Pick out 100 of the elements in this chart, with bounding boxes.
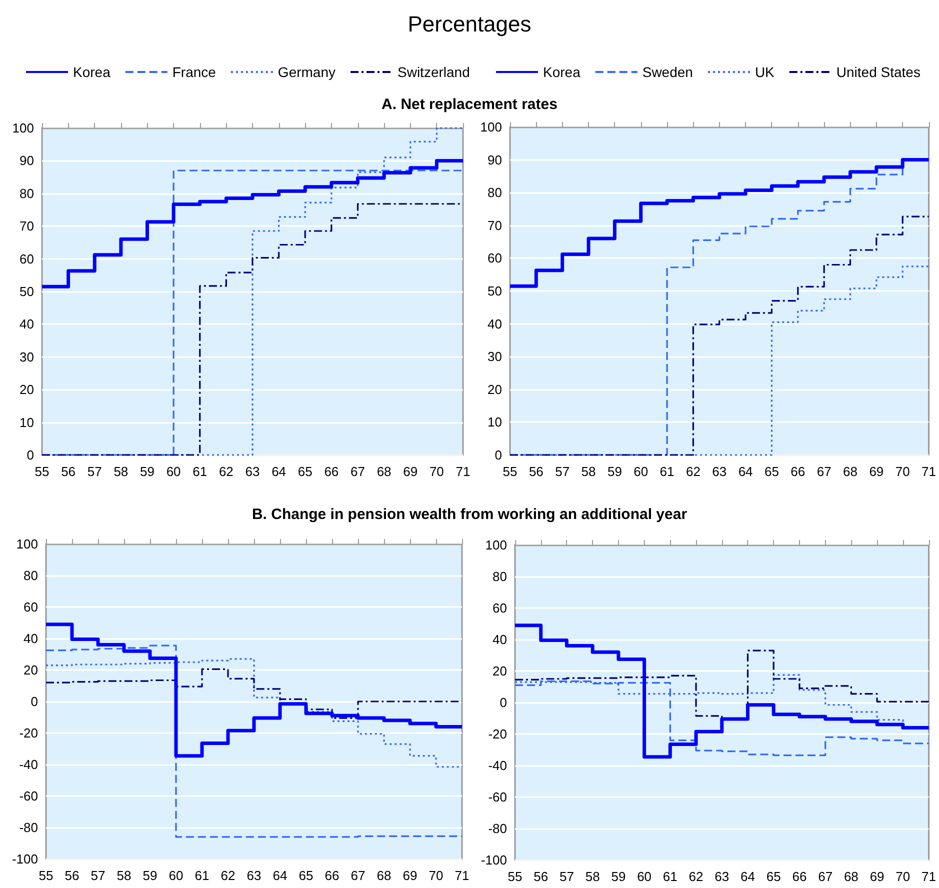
legend-label: Korea	[543, 64, 581, 80]
x-tick-label: 63	[246, 868, 262, 883]
x-tick-label: 55	[502, 464, 518, 479]
y-tick-label: 70	[488, 218, 502, 233]
x-tick-label: 63	[245, 464, 260, 479]
y-tick-label: 80	[488, 185, 502, 200]
x-tick-label: 67	[350, 868, 366, 883]
legend-label: France	[172, 64, 216, 80]
x-tick-label: 60	[168, 868, 184, 883]
y-tick-label: 100	[480, 120, 502, 134]
y-tick-label: 100	[16, 536, 38, 552]
y-tick-label: 80	[24, 568, 38, 583]
y-tick-label: 90	[488, 152, 502, 168]
legend-label: Korea	[73, 64, 111, 80]
x-tick-label: 66	[792, 869, 807, 884]
y-tick-label: 80	[20, 186, 34, 201]
x-tick-label: 58	[114, 464, 128, 479]
x-tick-label: 61	[194, 868, 210, 883]
x-tick-label: 59	[611, 869, 626, 884]
x-tick-label: 64	[738, 464, 753, 479]
x-tick-label: 55	[34, 464, 50, 479]
x-tick-label: 61	[192, 464, 208, 479]
legend-label: Switzerland	[398, 64, 470, 80]
x-tick-label: 71	[922, 869, 936, 884]
x-tick-label: 63	[712, 464, 727, 479]
y-tick-label: -100	[12, 852, 38, 866]
x-tick-label: 57	[555, 464, 570, 479]
x-tick-label: 59	[607, 464, 622, 479]
y-tick-label: 0	[30, 694, 38, 709]
y-tick-label: -100	[480, 852, 507, 868]
y-tick-label: 40	[20, 316, 34, 332]
x-tick-label: 71	[922, 464, 936, 479]
y-tick-label: 30	[20, 349, 34, 364]
y-tick-label: 40	[24, 631, 38, 646]
x-tick-label: 65	[764, 464, 779, 479]
x-tick-label: 71	[454, 868, 470, 883]
x-tick-label: 55	[508, 869, 522, 884]
x-tick-label: 64	[272, 464, 286, 479]
x-tick-label: 65	[298, 464, 312, 479]
x-tick-label: 62	[218, 464, 234, 479]
y-tick-label: 70	[20, 218, 34, 234]
x-tick-label: 55	[38, 868, 54, 883]
x-tick-label: 57	[90, 868, 106, 883]
x-tick-label: 69	[403, 464, 418, 479]
x-tick-label: 65	[766, 869, 781, 884]
y-tick-label: -40	[488, 758, 507, 773]
y-tick-label: -60	[19, 788, 38, 804]
y-tick-label: 30	[488, 349, 502, 364]
y-tick-label: 0	[494, 448, 502, 462]
x-tick-label: 56	[61, 464, 76, 479]
x-tick-label: 68	[376, 464, 392, 479]
x-tick-label: 58	[585, 869, 600, 884]
x-tick-label: 67	[816, 464, 832, 479]
legend-label: Sweden	[642, 64, 693, 80]
x-tick-label: 71	[456, 464, 470, 479]
x-tick-label: 70	[429, 464, 444, 479]
x-tick-label: 66	[324, 464, 339, 479]
y-tick-label: -20	[488, 726, 507, 742]
x-tick-label: 62	[220, 868, 236, 883]
y-tick-label: 100	[12, 120, 34, 136]
x-tick-label: 60	[166, 464, 181, 479]
x-tick-label: 57	[559, 869, 574, 884]
y-tick-label: 60	[488, 250, 502, 266]
y-tick-label: 60	[20, 251, 34, 266]
legend-label: UK	[754, 64, 776, 80]
x-tick-label: 61	[662, 869, 678, 884]
chart-subtitle: A. Net replacement rates	[382, 96, 558, 113]
x-tick-label: 61	[660, 464, 674, 479]
x-tick-label: 68	[376, 868, 392, 883]
x-tick-label: 70	[428, 868, 444, 883]
x-tick-label: 69	[870, 869, 884, 884]
x-tick-label: 64	[272, 868, 288, 883]
y-tick-label: -80	[19, 820, 38, 835]
legend-label: Germany	[278, 64, 336, 80]
x-tick-label: 69	[869, 464, 884, 479]
x-tick-label: 58	[116, 868, 132, 883]
y-tick-label: 20	[24, 662, 38, 678]
legend-label: United States	[836, 64, 920, 80]
y-tick-label: 0	[500, 695, 507, 710]
y-tick-label: 100	[485, 538, 507, 552]
y-tick-label: 20	[488, 382, 502, 397]
y-tick-label: -40	[19, 757, 38, 772]
x-tick-label: 59	[140, 464, 154, 479]
y-tick-label: -60	[488, 790, 507, 804]
y-tick-label: 20	[20, 382, 34, 398]
x-tick-label: 56	[534, 869, 548, 884]
y-tick-label: 10	[20, 414, 34, 430]
x-tick-label: 66	[324, 868, 340, 883]
x-tick-label: 63	[714, 869, 730, 884]
x-tick-label: 68	[843, 464, 858, 479]
x-tick-label: 70	[895, 464, 910, 479]
y-tick-label: 60	[24, 600, 38, 614]
y-tick-label: 40	[488, 316, 502, 332]
y-tick-label: 20	[492, 664, 507, 678]
y-tick-label: 60	[492, 600, 507, 616]
x-tick-label: 57	[87, 464, 102, 479]
y-tick-label: -20	[19, 726, 38, 740]
chart-title: Percentages	[408, 12, 532, 36]
y-tick-label: 50	[488, 284, 502, 298]
y-tick-label: 40	[492, 632, 507, 647]
